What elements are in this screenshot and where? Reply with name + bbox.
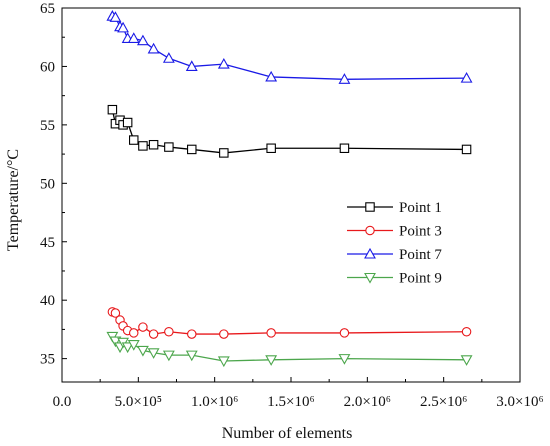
y-tick-label: 60 — [40, 59, 55, 75]
y-axis-title: Temperature/°C — [5, 149, 22, 251]
data-point — [109, 11, 122, 22]
data-point — [265, 355, 278, 366]
data-point — [147, 42, 160, 54]
data-point — [219, 329, 229, 339]
data-point — [162, 350, 175, 362]
y-tick-label: 35 — [40, 352, 55, 368]
data-point — [187, 329, 197, 339]
data-point — [364, 272, 376, 284]
data-point — [339, 143, 350, 154]
series-point-3 — [107, 307, 472, 339]
data-point — [136, 34, 149, 46]
data-point — [138, 322, 148, 332]
x-tick-label: 0.0 — [53, 394, 72, 410]
data-point — [110, 308, 121, 318]
data-point — [365, 202, 375, 212]
data-point — [136, 345, 149, 357]
legend: Point 1 Point 3 Point 7 Point 9 — [347, 200, 442, 287]
data-point — [164, 142, 174, 152]
data-point — [338, 73, 351, 84]
data-point — [460, 355, 473, 366]
x-tick-label: 1.5×10⁶ — [267, 394, 314, 410]
data-point — [122, 117, 133, 128]
legend-item: Point 3 — [347, 224, 442, 240]
data-point — [266, 328, 276, 338]
data-point — [460, 71, 473, 83]
series-line — [112, 15, 467, 80]
legend-item: Point 7 — [347, 247, 442, 263]
data-point — [148, 139, 159, 150]
legend-item: Point 1 — [347, 200, 442, 216]
data-point — [164, 326, 174, 337]
data-point — [121, 342, 134, 354]
y-tick-label: 40 — [40, 293, 55, 309]
y-tick-label: 55 — [40, 118, 55, 134]
axes: 0.0 5.0×10⁵ 1.0×10⁶ 1.5×10⁶ 2.0×10⁶ 2.5×10⁶ 3.… — [40, 1, 544, 410]
data-point — [129, 328, 139, 338]
x-tick-label: 2.0×10⁶ — [344, 394, 391, 410]
legend-label: Point 1 — [399, 200, 442, 216]
x-tick-label: 5.0×10⁵ — [115, 394, 162, 410]
data-point — [187, 144, 197, 155]
data-point — [266, 143, 276, 154]
data-point — [461, 144, 472, 155]
data-point — [339, 328, 350, 338]
data-point — [185, 350, 198, 362]
data-point — [217, 356, 230, 368]
data-point — [461, 326, 472, 337]
data-point — [147, 348, 160, 359]
y-tick-label: 50 — [40, 176, 55, 192]
data-point — [117, 21, 130, 33]
data-point — [162, 52, 175, 63]
data-point — [217, 57, 230, 69]
data-point — [109, 336, 122, 348]
data-point — [129, 135, 139, 145]
data-point — [148, 329, 159, 339]
series-point-1 — [107, 104, 472, 158]
data-point — [127, 32, 140, 43]
x-tick-label: 3.0×10⁶ — [496, 394, 543, 410]
data-point — [338, 354, 351, 365]
plot-frame — [61, 7, 521, 383]
legend-label: Point 7 — [399, 247, 442, 263]
data-point — [219, 148, 229, 158]
series-point-7 — [106, 10, 473, 84]
data-point — [107, 104, 118, 115]
y-tick-label: 65 — [40, 1, 55, 17]
data-point — [364, 247, 376, 259]
data-point — [365, 225, 375, 236]
x-tick-label: 1.0×10⁶ — [191, 394, 238, 410]
series-line — [111, 336, 467, 362]
data-point — [185, 60, 198, 71]
data-point — [127, 340, 140, 351]
legend-item: Point 9 — [347, 271, 442, 287]
x-axis-title: Number of elements — [222, 425, 353, 442]
data-point — [138, 141, 148, 151]
legend-label: Point 3 — [399, 224, 442, 240]
x-tick-label: 2.5×10⁶ — [420, 394, 467, 410]
y-tick-label: 45 — [40, 235, 55, 251]
data-point — [265, 70, 278, 82]
series-layer — [106, 10, 473, 368]
legend-label: Point 9 — [399, 271, 442, 287]
series-point-9 — [106, 331, 473, 368]
